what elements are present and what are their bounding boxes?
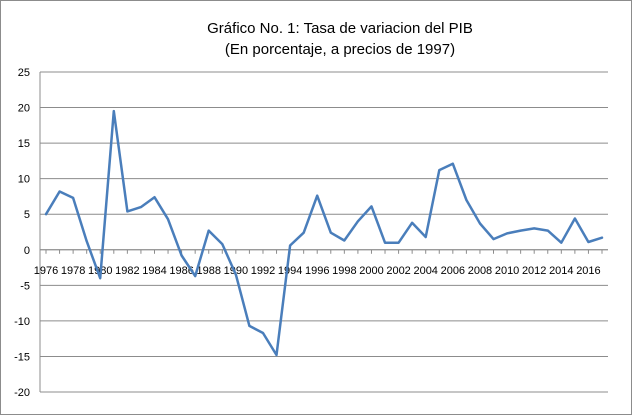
x-tick-label: 1988 bbox=[196, 265, 220, 277]
x-tick-label: 1986 bbox=[169, 265, 193, 277]
series-gdp-growth bbox=[44, 109, 604, 357]
y-tick-label: 15 bbox=[18, 138, 30, 150]
chart-title: Gráfico No. 1: Tasa de variacion del PIB bbox=[207, 20, 473, 37]
x-tick-label: 2008 bbox=[468, 265, 492, 277]
y-tick-label: -15 bbox=[14, 351, 30, 363]
x-tick-label: 2006 bbox=[441, 265, 465, 277]
data-point bbox=[587, 241, 589, 243]
data-point bbox=[275, 354, 277, 356]
data-point bbox=[85, 240, 87, 242]
x-tick-label: 2004 bbox=[413, 265, 437, 277]
chart-subtitle: (En porcentaje, a precios de 1997) bbox=[224, 41, 456, 58]
data-point bbox=[343, 239, 345, 241]
data-point bbox=[601, 236, 603, 238]
y-tick-labels: 25 20 15 10 5 0 -5 -10 -15 -20 bbox=[14, 67, 30, 399]
data-line bbox=[44, 109, 604, 357]
data-point bbox=[180, 254, 182, 256]
x-tick-label: 2010 bbox=[495, 265, 519, 277]
y-tick-label: -10 bbox=[14, 316, 30, 328]
data-point bbox=[574, 217, 576, 219]
data-point bbox=[519, 229, 521, 231]
data-point bbox=[316, 195, 318, 197]
x-tick-label: 2000 bbox=[359, 265, 383, 277]
y-tick-label: -5 bbox=[20, 280, 30, 292]
x-tick-label: 2012 bbox=[522, 265, 546, 277]
chart-title-block: Gráfico No. 1: Tasa de variacion del PIB… bbox=[0, 18, 632, 60]
grid-lines bbox=[40, 71, 608, 393]
x-tick-label: 1992 bbox=[251, 265, 275, 277]
x-tick-label: 1984 bbox=[142, 265, 166, 277]
x-tick-labels: 1976 1978 1980 1982 1984 1986 1988 1990 1992 1994… bbox=[34, 265, 601, 277]
x-tick-label: 2016 bbox=[576, 265, 600, 277]
data-point bbox=[194, 275, 196, 277]
data-point bbox=[45, 213, 47, 215]
data-point bbox=[289, 244, 291, 246]
data-point bbox=[208, 229, 210, 231]
data-point bbox=[397, 241, 399, 243]
data-point bbox=[72, 197, 74, 199]
x-tick-label: 1998 bbox=[332, 265, 356, 277]
y-tick-label: 0 bbox=[24, 245, 30, 257]
data-point bbox=[58, 190, 60, 192]
data-point bbox=[506, 232, 508, 234]
x-tick-label: 1990 bbox=[224, 265, 248, 277]
data-point bbox=[113, 110, 115, 112]
y-tick-label: 25 bbox=[18, 67, 30, 79]
data-point bbox=[248, 325, 250, 327]
x-tick-label: 1994 bbox=[278, 265, 302, 277]
axes bbox=[39, 72, 608, 392]
y-tick-label: 20 bbox=[18, 103, 30, 115]
data-point bbox=[357, 220, 359, 222]
data-point bbox=[560, 241, 562, 243]
data-point bbox=[126, 210, 128, 212]
data-point bbox=[153, 196, 155, 198]
data-point bbox=[99, 277, 101, 279]
data-point bbox=[167, 218, 169, 220]
data-point bbox=[452, 163, 454, 165]
data-point bbox=[547, 229, 549, 231]
x-tick-label: 1982 bbox=[115, 265, 139, 277]
y-tick-label: 5 bbox=[24, 209, 30, 221]
x-tick-label: 2014 bbox=[549, 265, 573, 277]
data-point bbox=[221, 243, 223, 245]
data-point bbox=[262, 332, 264, 334]
data-point bbox=[384, 241, 386, 243]
data-point bbox=[302, 232, 304, 234]
x-tick-label: 1978 bbox=[61, 265, 85, 277]
x-tick-label: 1996 bbox=[305, 265, 329, 277]
data-point bbox=[425, 236, 427, 238]
data-point bbox=[370, 205, 372, 207]
data-point bbox=[465, 199, 467, 201]
data-point bbox=[479, 222, 481, 224]
data-point bbox=[492, 238, 494, 240]
x-tick-label: 1976 bbox=[34, 265, 58, 277]
data-point bbox=[140, 206, 142, 208]
data-point bbox=[235, 273, 237, 275]
data-point bbox=[438, 169, 440, 171]
x-tick-label: 2002 bbox=[386, 265, 410, 277]
data-point bbox=[330, 232, 332, 234]
data-point bbox=[533, 227, 535, 229]
data-point bbox=[411, 222, 413, 224]
y-tick-label: 10 bbox=[18, 174, 30, 186]
y-tick-label: -20 bbox=[14, 387, 30, 399]
